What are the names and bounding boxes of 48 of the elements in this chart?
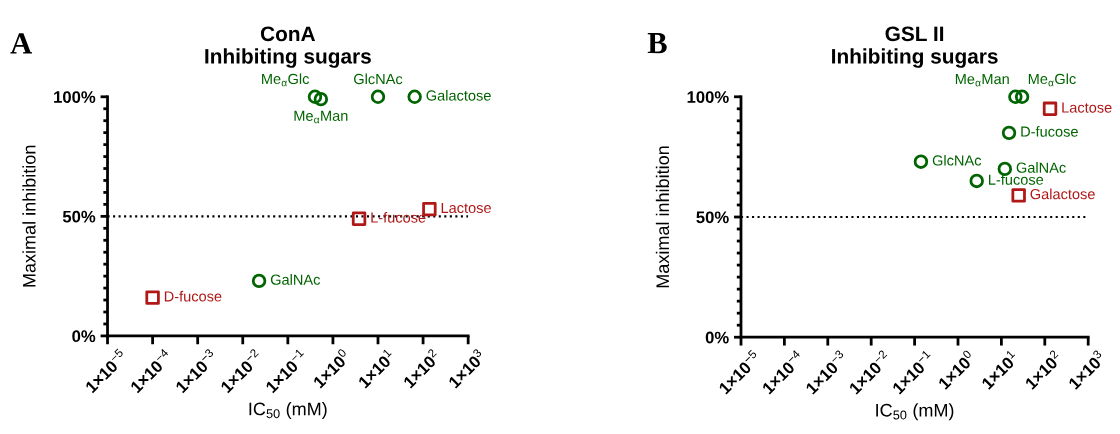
- x-tick-label: 1×10$^{−2}$: [846, 349, 892, 395]
- x-tick-label: 1×10$^{−3}$: [173, 348, 219, 394]
- x-tick-label: 1×10$^{−4}$: [128, 348, 174, 394]
- annotation: GlcNAc: [932, 154, 982, 166]
- x-tick-label: 1×10$^{3}$: [446, 348, 487, 389]
- annotation: Me$_{α}$Man: [294, 110, 348, 124]
- y-tick-label: 50%: [696, 211, 729, 224]
- x-tick-label: 1×10$^{1}$: [979, 349, 1020, 390]
- x-tick-label: 1×10$^{1}$: [355, 348, 397, 389]
- annotation: L-fucose: [371, 211, 426, 223]
- x-axis-title: IC$_{50}$ (mM): [249, 402, 327, 419]
- x-tick-label: 1×10$^{−1}$: [890, 349, 936, 395]
- annotation: Lactose: [1062, 102, 1112, 113]
- x-axis-title: IC$_{50}$ (mM): [876, 403, 954, 421]
- x-tick-label: 1×10$^{0}$: [935, 349, 977, 390]
- annotation: GlcNAc: [354, 73, 403, 85]
- x-tick-label: 1×10$^{−3}$: [803, 349, 849, 395]
- y-tick-label: 0%: [705, 331, 729, 344]
- x-tick-label: 1×10$^{−5}$: [716, 349, 762, 395]
- x-tick-label: 1×10$^{0}$: [310, 348, 352, 389]
- annotation: GalNAc: [1016, 162, 1066, 173]
- x-tick-label: 1×10$^{2}$: [1022, 349, 1063, 390]
- chart-title: GSL II Inhibiting sugars: [832, 26, 998, 68]
- annotation: GalNAc: [270, 274, 321, 285]
- y-tick-label: 50%: [62, 210, 96, 223]
- x-tick-label: 1×10$^{−5}$: [82, 348, 129, 394]
- text: B: [647, 33, 667, 54]
- annotation: D-fucose: [164, 290, 222, 302]
- annotation: D-fucose: [1021, 126, 1078, 137]
- x-tick-label: 1×10$^{−1}$: [263, 348, 309, 394]
- annotation: Galactose: [426, 89, 491, 101]
- chart-title: ConA Inhibiting sugars: [205, 26, 371, 68]
- text: A: [10, 33, 32, 54]
- x-tick-label: 1×10$^{2}$: [400, 348, 442, 389]
- x-tick-label: 1×10$^{−2}$: [218, 348, 264, 394]
- x-tick-label: 1×10$^{3}$: [1066, 349, 1107, 390]
- annotation: L-fucose: [989, 174, 1044, 185]
- annotation: Me$_{α}$Glc: [262, 73, 310, 87]
- y-tick-label: 100%: [687, 91, 729, 103]
- x-tick-label: 1×10$^{−4}$: [759, 349, 806, 395]
- annotation: Me$_{α}$Man: [955, 73, 1009, 87]
- y-axis-title: Maximal inhibition: [22, 145, 36, 287]
- y-axis-title: Maximal inhibition: [655, 146, 670, 288]
- y-tick-label: 0%: [72, 330, 96, 343]
- annotation: Lactose: [441, 202, 491, 214]
- annotation: Me$_{α}$Glc: [1028, 73, 1076, 87]
- annotation: Galactose: [1030, 188, 1095, 200]
- y-tick-label: 100%: [54, 91, 96, 103]
